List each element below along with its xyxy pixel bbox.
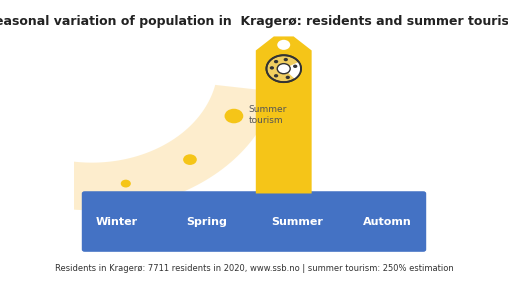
Circle shape [121,180,131,188]
Text: Summer
tourism: Summer tourism [248,105,287,125]
Text: Seasonal variation of population in  Kragerø: residents and summer tourism: Seasonal variation of population in Krag… [0,15,508,28]
Text: Automn: Automn [363,217,411,227]
Circle shape [277,63,290,74]
Circle shape [283,58,288,61]
FancyBboxPatch shape [82,191,426,252]
Circle shape [274,74,278,78]
Text: Summer: Summer [271,217,323,227]
PathPatch shape [256,36,311,194]
Circle shape [274,60,278,63]
Circle shape [266,55,301,82]
Text: Spring: Spring [187,217,228,227]
Circle shape [225,109,243,123]
PathPatch shape [0,85,275,210]
Circle shape [277,40,290,50]
Circle shape [293,65,297,68]
Circle shape [270,66,274,69]
Text: Winter: Winter [96,217,138,227]
Circle shape [285,76,290,79]
Polygon shape [284,62,301,79]
Circle shape [183,154,197,165]
Circle shape [51,180,58,186]
Text: Residents in Kragerø: 7711 residents in 2020, www.ssb.no | summer tourism: 250% : Residents in Kragerø: 7711 residents in … [55,264,453,273]
